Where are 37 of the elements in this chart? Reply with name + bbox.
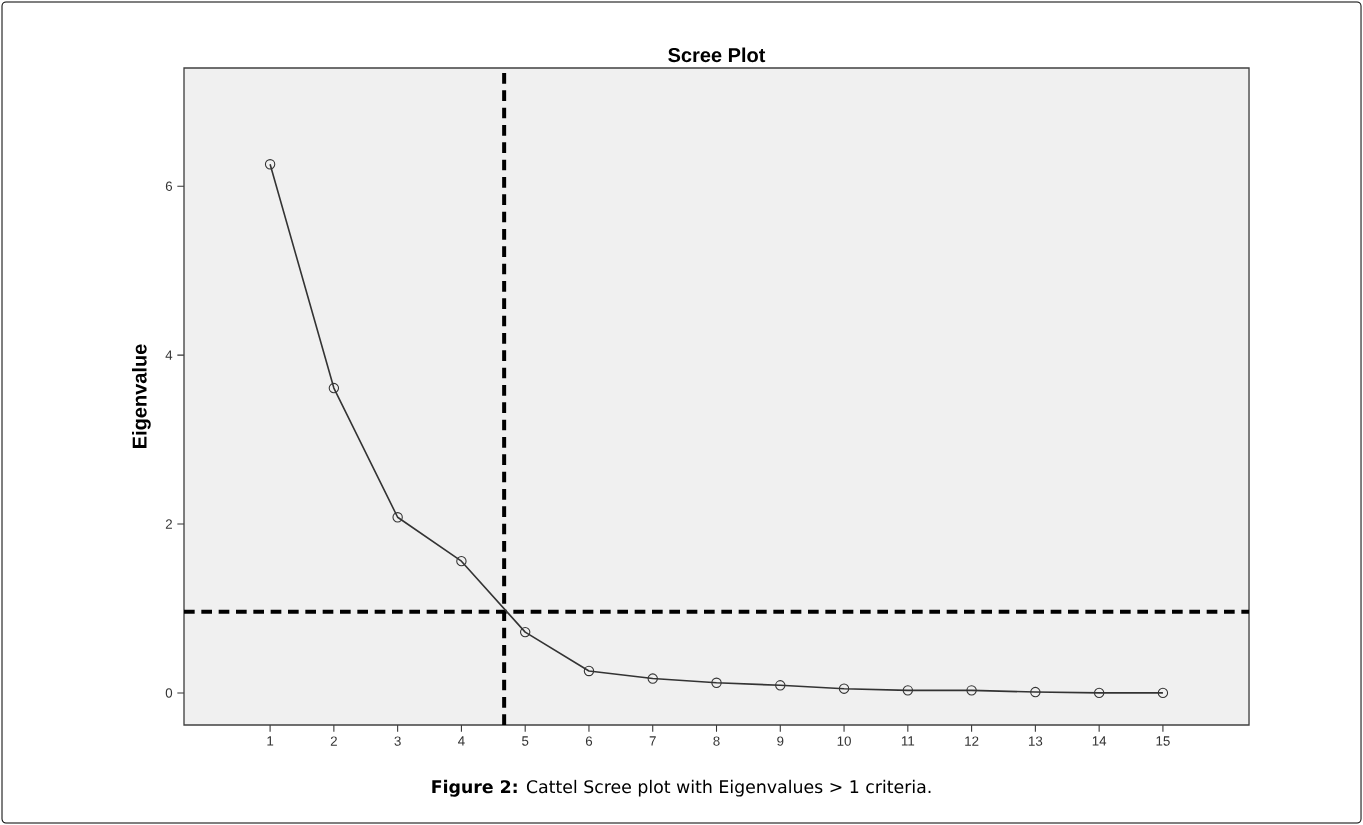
point <box>456 555 467 567</box>
x-tick-label: 10 <box>837 736 851 746</box>
point <box>711 677 722 688</box>
text: Figure 2: Cattel Scree plot with Eigenvalues > 1 criteria. <box>432 779 931 797</box>
x-tick-label: 6 <box>585 736 593 746</box>
x-tick-label: 14 <box>1092 736 1107 746</box>
point <box>966 685 977 696</box>
y-tick-label: 0 <box>165 688 173 698</box>
x-tick-label: 15 <box>1156 736 1170 746</box>
x-tick-label: 9 <box>777 736 784 746</box>
point <box>392 512 403 523</box>
point <box>1030 686 1041 698</box>
x-tick-label: 2 <box>330 736 337 746</box>
point <box>583 665 595 677</box>
x-tick-label: 4 <box>458 736 465 746</box>
point <box>902 685 914 696</box>
point <box>519 626 531 638</box>
point <box>1093 687 1105 699</box>
point <box>775 680 786 691</box>
chart-title: Scree Plot <box>668 47 766 63</box>
x-tick-label: 5 <box>522 736 529 746</box>
y-tick-label: 4 <box>165 350 173 360</box>
point <box>1157 687 1169 699</box>
x-tick-label: 8 <box>713 736 720 746</box>
x-tick-label: 13 <box>1028 736 1043 746</box>
x-tick-label: 1 <box>267 736 274 746</box>
point <box>838 683 850 694</box>
x-tick-label: 11 <box>901 736 915 746</box>
point <box>647 673 658 684</box>
y-axis-title: Eigenvalue <box>131 344 151 448</box>
y-tick-label: 6 <box>165 181 173 191</box>
x-tick-label: 12 <box>965 736 979 746</box>
point <box>264 159 276 170</box>
point <box>328 382 340 394</box>
y-tick-label: 2 <box>165 519 172 529</box>
x-tick-label: 7 <box>649 736 656 746</box>
x-tick-label: 3 <box>394 736 401 746</box>
